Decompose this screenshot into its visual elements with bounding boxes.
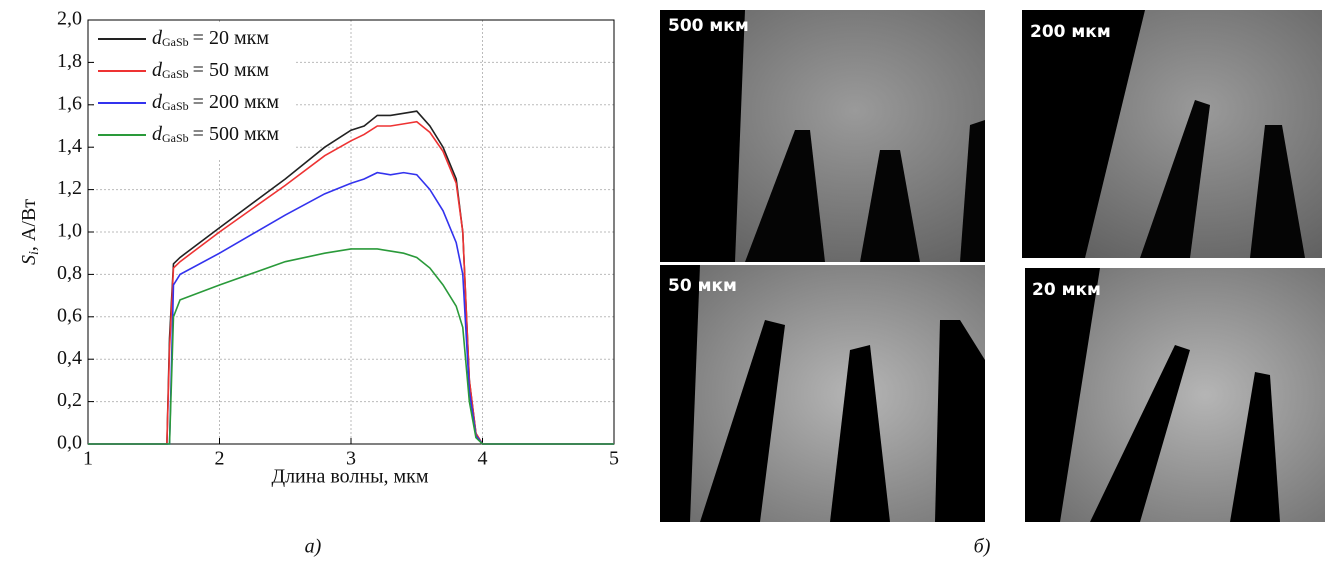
y-axis-label: Si, А/Вт [18, 199, 43, 265]
y-tick-label: 0,6 [57, 304, 82, 326]
y-tick-label: 0,4 [57, 347, 82, 369]
photo [660, 10, 985, 262]
legend-label: = 200 мкм [193, 91, 280, 113]
legend-subscript: GaSb [162, 35, 189, 49]
y-tick-label: 0,8 [57, 262, 82, 284]
legend-subscript: GaSb [162, 99, 189, 113]
y-tick-label: 1,6 [57, 92, 82, 114]
y-tick-label: 1,0 [57, 220, 82, 242]
y-tick-label: 0,0 [57, 432, 82, 454]
legend-subscript: GaSb [162, 131, 189, 145]
legend-label: = 50 мкм [193, 59, 270, 81]
x-tick-label: 3 [346, 448, 356, 470]
y-tick-label: 0,2 [57, 389, 82, 411]
y-axis-label-unit: , А/Вт [18, 199, 40, 251]
photo-label: 20 мкм [1032, 280, 1101, 300]
panel-label: б) [974, 536, 991, 558]
photo-label: 200 мкм [1030, 22, 1111, 42]
x-tick-label: 1 [83, 448, 93, 470]
series-line [88, 122, 614, 444]
y-tick-label: 2,0 [57, 8, 82, 30]
photo-label: 50 мкм [668, 276, 737, 296]
photo [660, 265, 985, 522]
photo [1022, 10, 1322, 258]
legend-label: = 500 мкм [193, 123, 280, 145]
panel-label: а) [305, 536, 322, 558]
x-tick-label: 4 [478, 448, 488, 470]
x-tick-label: 2 [215, 448, 225, 470]
y-tick-label: 1,8 [57, 50, 82, 72]
photo [1025, 268, 1325, 522]
legend-subscript: GaSb [162, 67, 189, 81]
y-axis-label-symbol: S [18, 255, 40, 265]
photo-label: 500 мкм [668, 16, 749, 36]
legend-label: = 20 мкм [193, 27, 270, 49]
figure: 500 мкм 200 мкм 50 мкм 20 мкм б) а) Длин… [0, 0, 1335, 566]
y-tick-label: 1,4 [57, 135, 82, 157]
x-tick-label: 5 [609, 448, 619, 470]
y-tick-label: 1,2 [57, 177, 82, 199]
